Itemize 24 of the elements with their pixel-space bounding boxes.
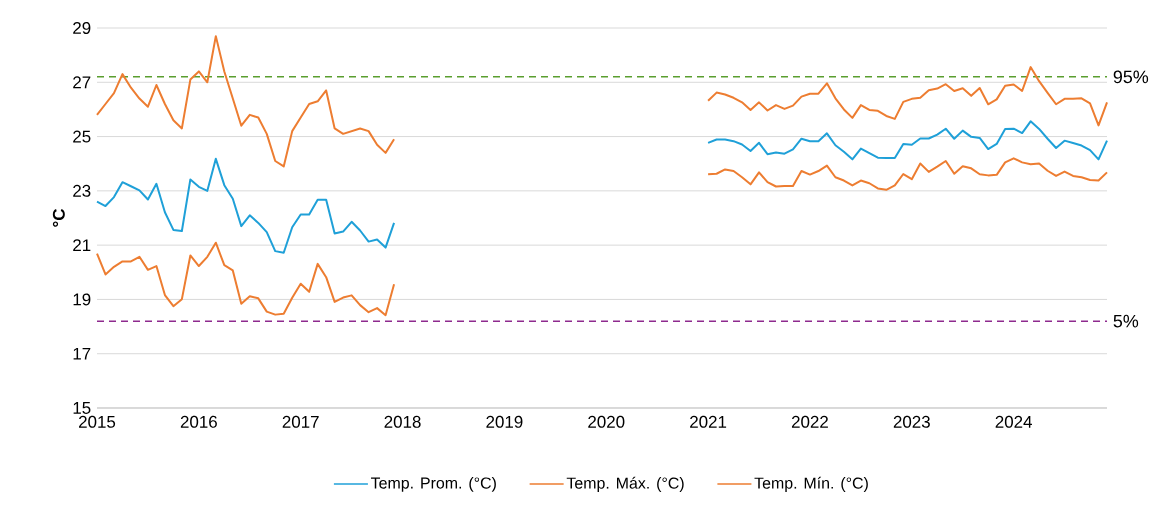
x-tick-label: 2019 [486, 415, 523, 428]
y-tick-label: 23 [73, 184, 91, 197]
y-tick-label: 21 [73, 239, 91, 252]
y-axis-title: °C [52, 208, 65, 227]
legend-label: Temp. Prom. (°C) [371, 476, 496, 492]
y-tick-label: 19 [73, 293, 91, 306]
legend-label: Temp. Máx. (°C) [566, 476, 684, 492]
y-tick-label: 29 [73, 22, 91, 34]
y-tick-label: 25 [73, 130, 91, 143]
text: 95% [1113, 70, 1149, 84]
x-tick-label: 2015 [79, 415, 116, 428]
text: 5% [1113, 314, 1139, 328]
x-tick-label: 2020 [588, 415, 625, 428]
x-tick-label: 2018 [384, 415, 421, 428]
y-tick-label: 15 [73, 402, 91, 414]
x-tick-label: 2024 [995, 415, 1032, 428]
x-tick-label: 2017 [282, 415, 319, 428]
x-tick-label: 2023 [893, 415, 930, 428]
x-tick-label: 2021 [690, 415, 727, 428]
legend-label: Temp. Mín. (°C) [754, 476, 868, 492]
x-tick-label: 2016 [180, 415, 217, 428]
x-tick-label: 2022 [791, 415, 828, 428]
y-tick-label: 27 [73, 76, 91, 89]
y-tick-label: 17 [73, 347, 91, 360]
